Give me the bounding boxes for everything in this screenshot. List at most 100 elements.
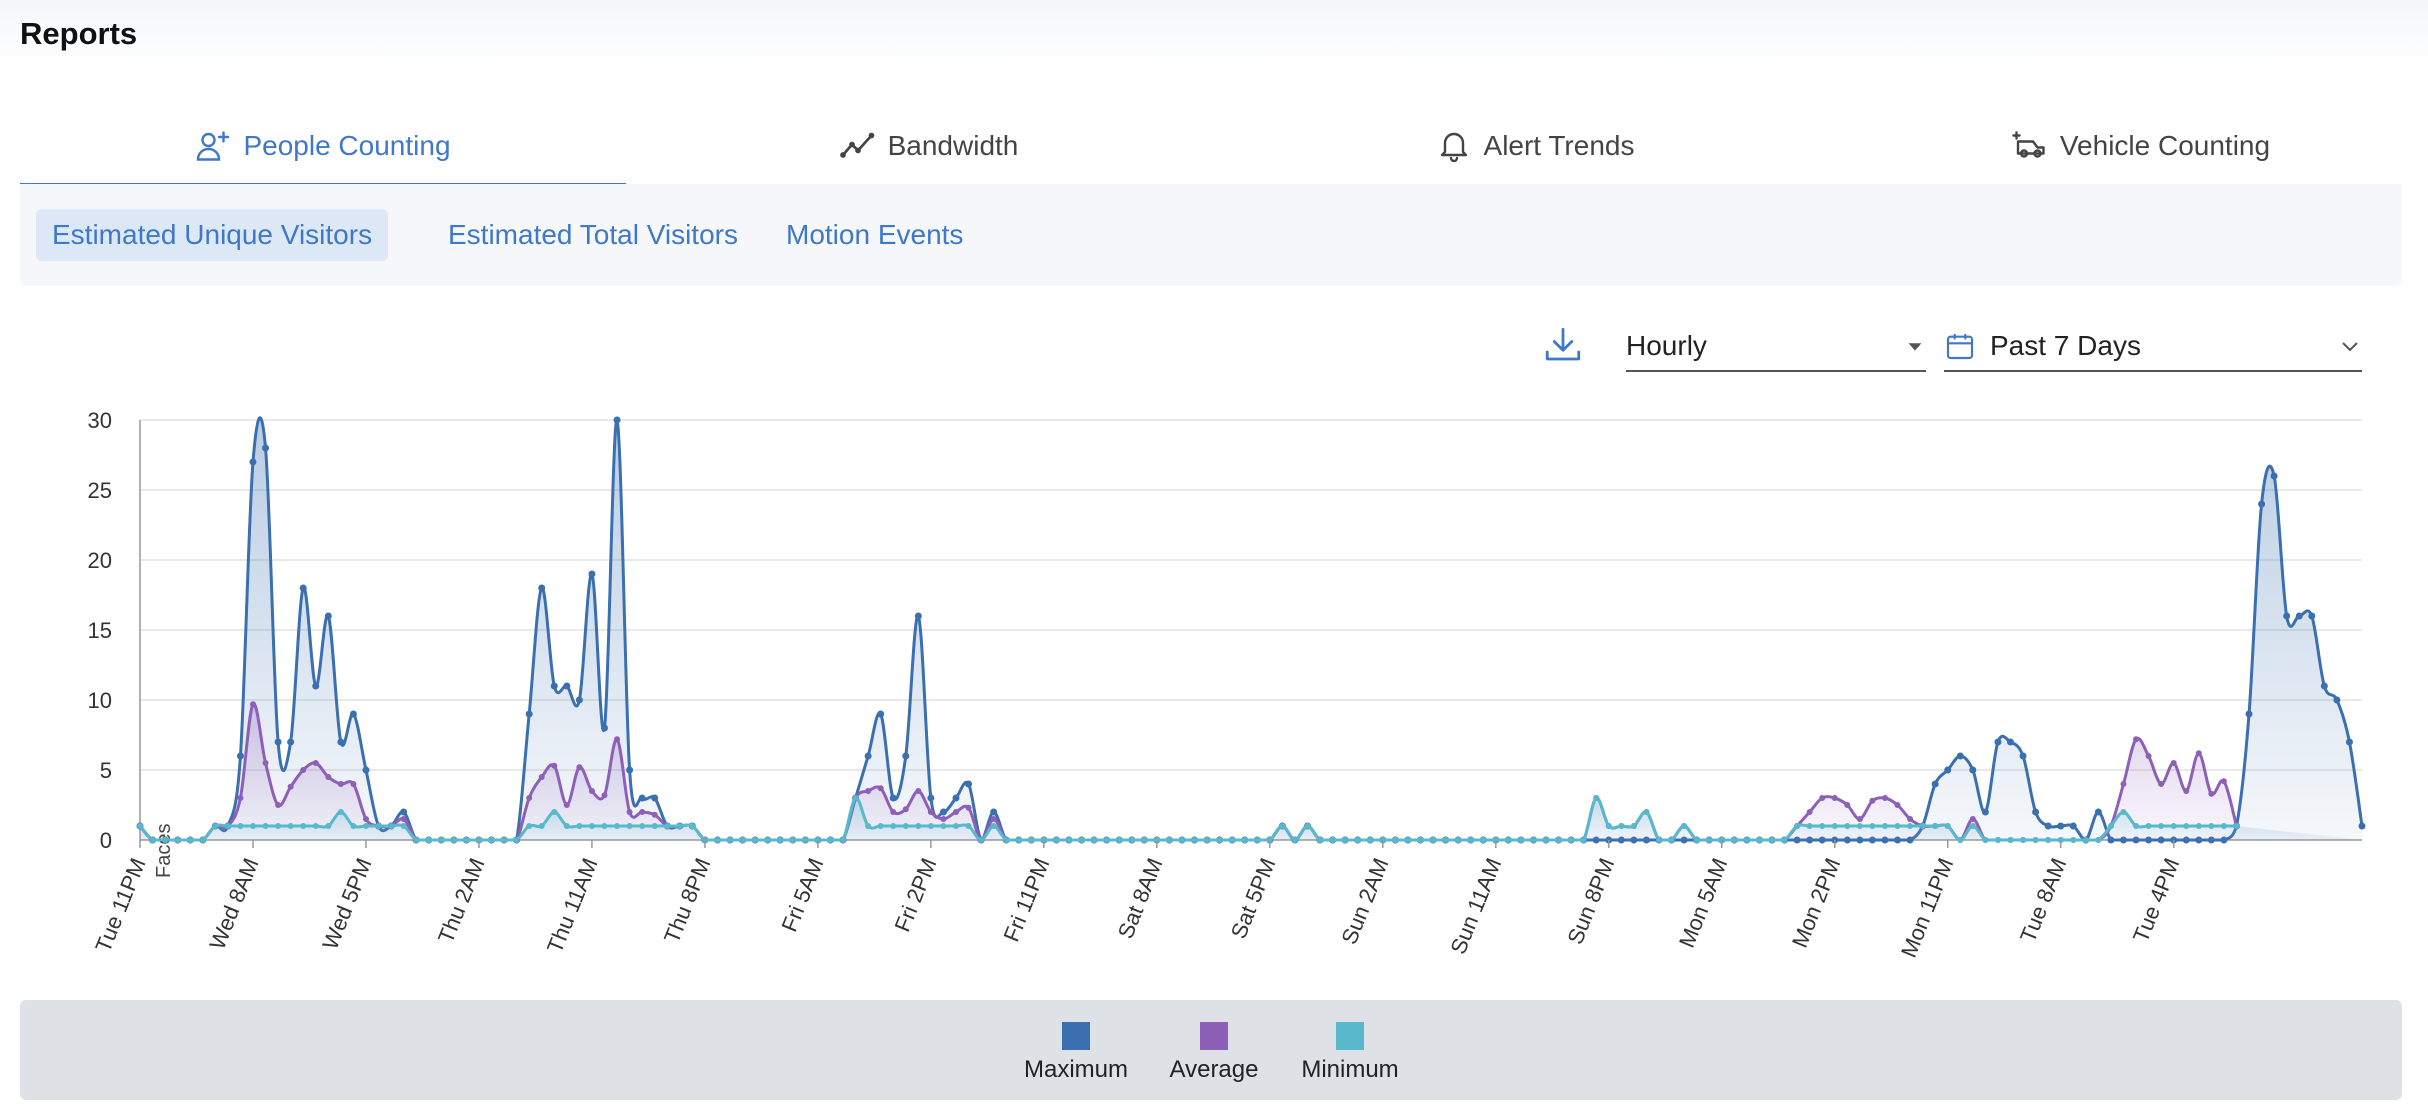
date-range-select[interactable]: Past 7 Days <box>1944 322 2362 372</box>
data-point[interactable] <box>1329 837 1336 843</box>
data-point[interactable] <box>990 823 997 829</box>
data-point[interactable] <box>1932 823 1939 829</box>
data-point[interactable] <box>1065 837 1072 843</box>
data-point[interactable] <box>601 792 608 799</box>
data-point[interactable] <box>1015 837 1022 843</box>
data-point[interactable] <box>2270 472 2278 480</box>
data-point[interactable] <box>2019 752 2027 760</box>
data-point[interactable] <box>513 837 520 843</box>
data-point[interactable] <box>237 823 244 829</box>
data-point[interactable] <box>588 788 595 794</box>
data-point[interactable] <box>1831 795 1838 801</box>
data-point[interactable] <box>990 816 997 822</box>
data-point[interactable] <box>2044 822 2052 830</box>
data-point[interactable] <box>777 837 784 843</box>
subtab-estimated-total-visitors[interactable]: Estimated Total Visitors <box>448 219 738 250</box>
legend-item-average[interactable]: Average <box>1144 1022 1284 1084</box>
data-point[interactable] <box>2170 823 2177 829</box>
data-point[interactable] <box>1844 802 1851 808</box>
data-point[interactable] <box>2057 822 2065 830</box>
data-point[interactable] <box>1969 816 1976 822</box>
data-point[interactable] <box>438 837 445 843</box>
data-point[interactable] <box>349 710 357 718</box>
data-point[interactable] <box>337 781 344 787</box>
data-point[interactable] <box>2220 823 2227 829</box>
data-point[interactable] <box>638 794 646 802</box>
data-point[interactable] <box>927 809 934 815</box>
data-point[interactable] <box>1768 837 1775 843</box>
data-point[interactable] <box>1279 823 1286 829</box>
data-point[interactable] <box>137 823 143 829</box>
data-point[interactable] <box>1806 823 1813 829</box>
data-point[interactable] <box>413 837 420 843</box>
data-point[interactable] <box>325 774 332 780</box>
data-point[interactable] <box>149 837 156 843</box>
data-point[interactable] <box>362 816 369 822</box>
data-point[interactable] <box>2183 823 2190 829</box>
data-point[interactable] <box>914 612 922 620</box>
data-point[interactable] <box>1505 837 1512 843</box>
data-point[interactable] <box>526 795 533 801</box>
data-point[interactable] <box>2145 823 2152 829</box>
data-point[interactable] <box>576 764 583 771</box>
data-point[interactable] <box>1907 816 1914 822</box>
data-point[interactable] <box>1367 837 1374 843</box>
data-point[interactable] <box>2133 823 2140 829</box>
data-point[interactable] <box>1467 837 1474 843</box>
data-point[interactable] <box>2308 612 2316 620</box>
data-point[interactable] <box>450 837 457 843</box>
data-point[interactable] <box>262 760 269 766</box>
data-point[interactable] <box>1869 797 1876 804</box>
data-point[interactable] <box>2032 808 2040 816</box>
data-point[interactable] <box>312 760 319 766</box>
data-point[interactable] <box>915 823 922 829</box>
data-point[interactable] <box>1881 823 1888 829</box>
data-point[interactable] <box>362 766 370 774</box>
data-point[interactable] <box>2208 790 2215 797</box>
data-point[interactable] <box>1480 837 1487 843</box>
data-point[interactable] <box>388 823 395 829</box>
data-point[interactable] <box>2158 781 2165 787</box>
data-point[interactable] <box>1969 823 1976 829</box>
data-point[interactable] <box>1831 823 1838 829</box>
data-point[interactable] <box>2220 778 2227 785</box>
data-point[interactable] <box>978 837 985 843</box>
data-point[interactable] <box>2082 837 2089 843</box>
data-point[interactable] <box>1844 823 1851 829</box>
data-point[interactable] <box>1141 837 1148 843</box>
data-point[interactable] <box>1354 837 1361 843</box>
data-point[interactable] <box>714 837 721 843</box>
data-point[interactable] <box>915 788 922 794</box>
data-point[interactable] <box>1668 837 1675 843</box>
data-point[interactable] <box>2283 612 2291 620</box>
data-point[interactable] <box>614 736 621 743</box>
download-button[interactable] <box>1542 324 1584 366</box>
data-point[interactable] <box>575 696 583 704</box>
data-point[interactable] <box>1756 837 1763 843</box>
data-point[interactable] <box>927 794 935 802</box>
data-point[interactable] <box>2045 837 2052 843</box>
data-point[interactable] <box>965 823 972 829</box>
data-point[interactable] <box>1856 823 1863 829</box>
data-point[interactable] <box>902 806 909 813</box>
data-point[interactable] <box>1003 837 1010 843</box>
data-point[interactable] <box>890 809 897 815</box>
data-point[interactable] <box>1116 837 1123 843</box>
data-point[interactable] <box>1856 816 1863 822</box>
data-point[interactable] <box>2345 738 2353 746</box>
data-point[interactable] <box>864 752 872 760</box>
data-point[interactable] <box>1417 837 1424 843</box>
data-point[interactable] <box>588 570 596 578</box>
data-point[interactable] <box>337 809 344 815</box>
data-point[interactable] <box>1944 823 1951 829</box>
data-point[interactable] <box>890 823 897 829</box>
data-point[interactable] <box>2195 823 2202 829</box>
data-point[interactable] <box>1819 823 1826 829</box>
data-point[interactable] <box>952 823 959 829</box>
data-point[interactable] <box>1931 780 1939 788</box>
data-point[interactable] <box>1994 738 2002 746</box>
data-point[interactable] <box>551 762 558 769</box>
data-point[interactable] <box>752 837 759 843</box>
data-point[interactable] <box>1392 837 1399 843</box>
data-point[interactable] <box>1455 837 1462 843</box>
